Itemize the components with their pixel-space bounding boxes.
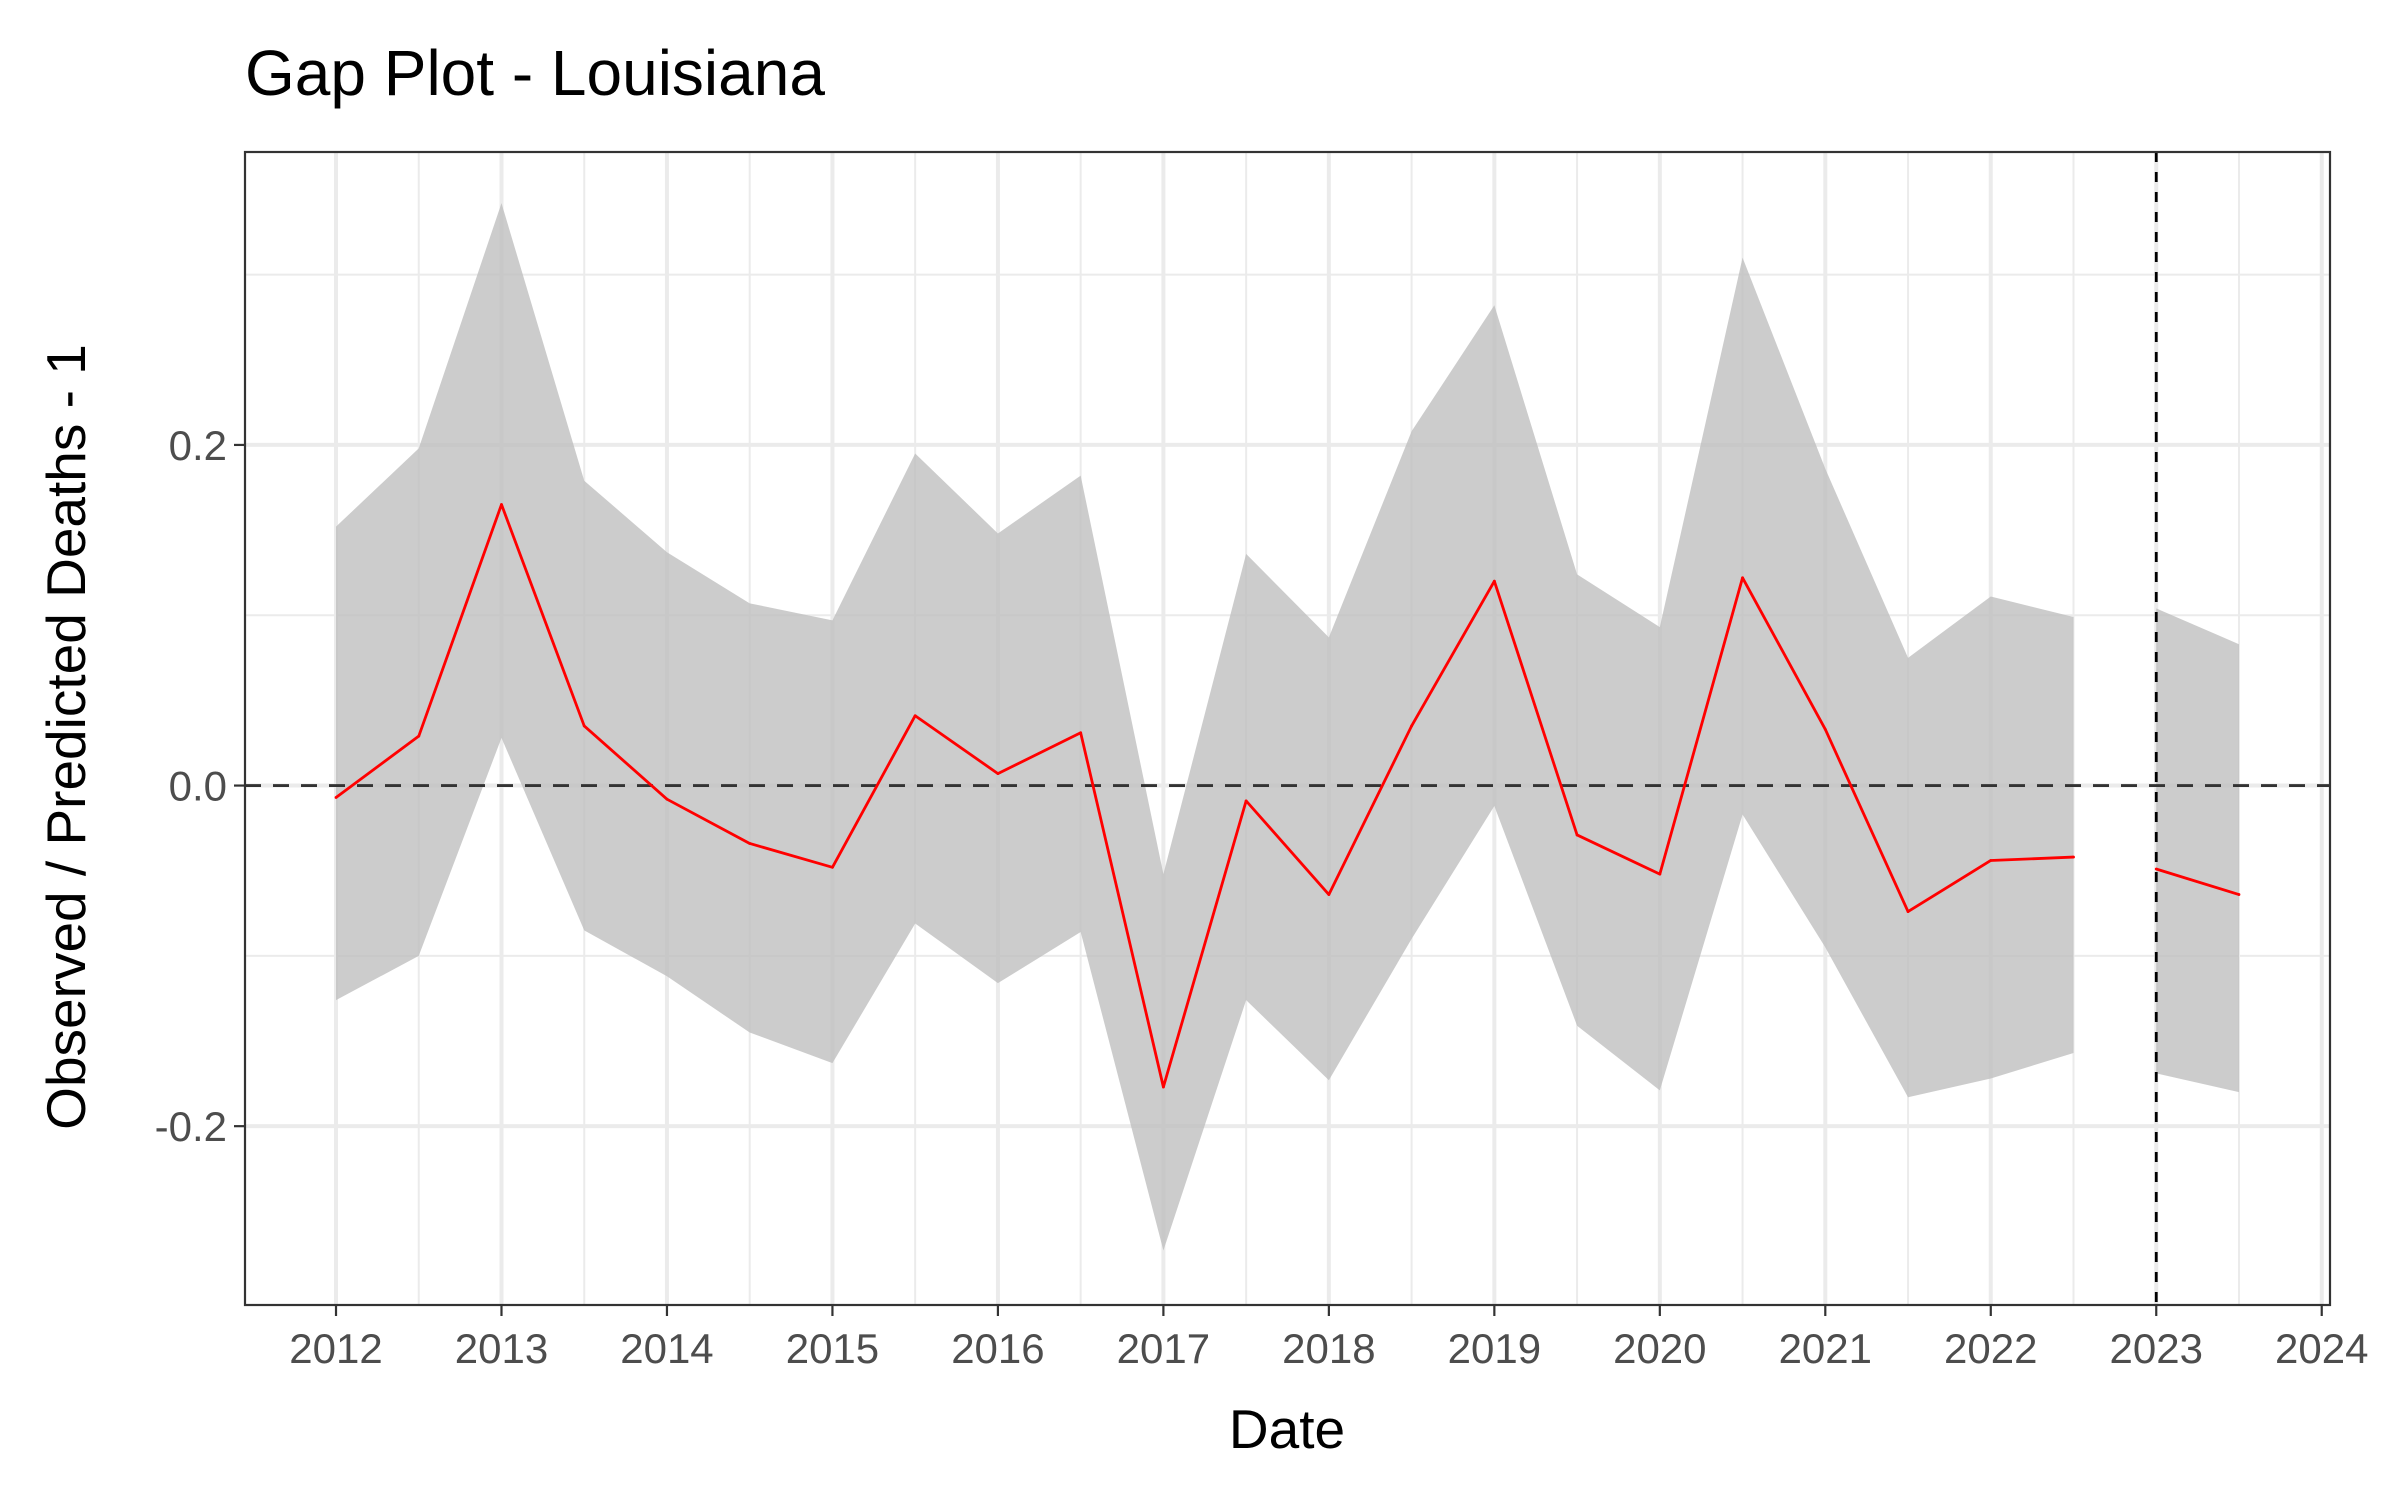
x-axis-title: Date <box>1229 1398 1345 1460</box>
y-tick-label: 0.2 <box>169 422 227 469</box>
gap-point <box>1079 731 1083 735</box>
gap-line <box>335 503 2074 1089</box>
confidence-band <box>336 203 2074 1251</box>
gap-series <box>334 503 2241 1089</box>
gap-point <box>334 796 338 799</box>
x-tick-label: 2012 <box>289 1325 382 1372</box>
gap-point <box>1741 576 1744 580</box>
panel-border <box>243 150 2332 1307</box>
gap-point <box>996 772 1000 776</box>
x-tick-label: 2020 <box>1613 1325 1706 1372</box>
gap-point <box>2237 893 2241 896</box>
gap-point <box>582 724 586 728</box>
gap-point <box>913 714 917 718</box>
gap-point <box>1244 799 1248 803</box>
gap-point <box>1492 579 1496 583</box>
gap-point <box>500 503 503 506</box>
y-tick-label: 0.0 <box>169 763 227 810</box>
gap-point <box>665 797 669 801</box>
gap-point <box>1658 872 1662 876</box>
x-tick-label: 2015 <box>786 1325 879 1372</box>
gap-point <box>417 734 421 738</box>
gap-point <box>2072 855 2075 859</box>
gap-point <box>748 842 752 845</box>
confidence-band <box>2156 608 2239 1093</box>
x-tick-label: 2018 <box>1282 1325 1375 1372</box>
gap-point <box>1327 893 1331 896</box>
x-tick-label: 2014 <box>620 1325 713 1372</box>
gap-line <box>2155 867 2240 896</box>
x-tick-label: 2022 <box>1944 1325 2037 1372</box>
gap-point <box>1989 859 1993 862</box>
gap-point <box>831 865 834 869</box>
reference-lines <box>245 152 2330 1305</box>
x-tick-label: 2013 <box>455 1325 548 1372</box>
x-tick-label: 2024 <box>2275 1325 2368 1372</box>
x-tick-label: 2023 <box>2110 1325 2203 1372</box>
gap-point <box>1575 833 1579 837</box>
x-tick-label: 2017 <box>1117 1325 1210 1372</box>
x-tick-label: 2019 <box>1448 1325 1541 1372</box>
y-axis: -0.2 0.0 0.2 <box>155 422 245 1150</box>
x-axis: 2012 2013 2014 2015 2016 2017 2018 2019 2020 2021… <box>289 1305 2368 1372</box>
gap-point <box>1906 910 1910 913</box>
y-axis-title: Observed / Predicted Deaths - 1 <box>35 344 97 1130</box>
gap-point <box>1823 727 1827 731</box>
confidence-bands <box>336 203 2239 1251</box>
gap-point <box>1410 724 1414 728</box>
y-tick-label: -0.2 <box>155 1103 227 1150</box>
gap-point <box>2154 867 2158 871</box>
chart-title: Gap Plot - Louisiana <box>245 37 825 109</box>
x-tick-label: 2016 <box>951 1325 1044 1372</box>
gap-point <box>1161 1085 1165 1089</box>
x-tick-label: 2021 <box>1779 1325 1872 1372</box>
